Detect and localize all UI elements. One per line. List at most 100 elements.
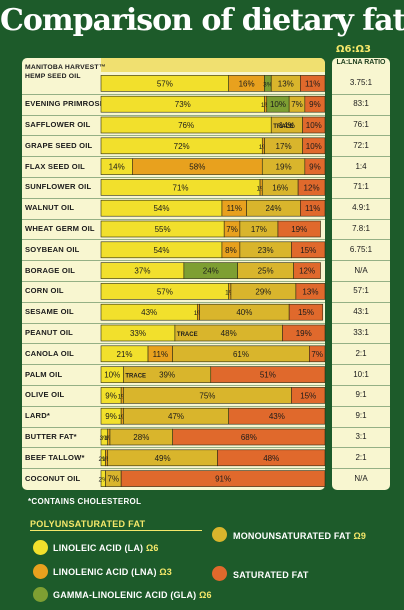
bar-segment-sat <box>172 428 326 446</box>
legend-mono-swatch <box>212 527 227 542</box>
category-label: Olive Oil <box>25 390 65 400</box>
ratio-row-divider <box>332 239 390 241</box>
ratio-value: 72:1 <box>353 140 369 150</box>
bar-segment-sat <box>277 220 321 238</box>
ratio-value: 7.8:1 <box>352 224 370 233</box>
data-label-la: 10% <box>104 371 120 380</box>
data-label-lna: 7% <box>226 225 238 234</box>
data-label-la: 71% <box>173 183 189 192</box>
data-label-mono: 61% <box>233 350 249 359</box>
legend-mono-label: MONOUNSATURATED FAT <box>233 531 351 541</box>
data-label-mono: 17% <box>276 142 292 151</box>
data-label-lna: 1% <box>102 456 112 463</box>
data-label-lna: 1% <box>256 185 266 192</box>
ratio-value: 76:1 <box>353 120 369 129</box>
data-label-sat: 12% <box>299 267 315 276</box>
legend-gla-omega: Ω6 <box>199 590 212 600</box>
ratio-row-divider <box>332 364 390 366</box>
legend-gla-label: GAMMA-LINOLENIC ACID (GLA) <box>53 590 197 600</box>
data-label-mono: 40% <box>236 308 252 317</box>
chart-title: Comparison of dietary fats <box>0 3 404 38</box>
row-divider <box>22 218 325 220</box>
ratio-row-divider <box>332 385 390 386</box>
data-label-mono: 23% <box>258 246 274 255</box>
trace-label: TRACE <box>125 374 146 380</box>
data-label-la: 54% <box>153 246 169 255</box>
ratio-row-divider <box>332 135 390 137</box>
data-label-sat: 9% <box>309 100 321 109</box>
bar-segment-sat <box>302 137 326 155</box>
bar-segment-sat <box>217 449 326 467</box>
ratio-value: 4.9:1 <box>352 203 370 213</box>
bar-segment-sat <box>304 95 326 113</box>
data-label-lna: 1% <box>225 289 235 296</box>
row-divider <box>22 468 325 470</box>
category-label: Walnut Oil <box>25 203 75 213</box>
data-label-la: 76% <box>178 121 194 130</box>
category-label: Grape Seed Oil <box>25 140 93 150</box>
data-label-mono: 49% <box>155 454 171 463</box>
category-label: Corn Oil <box>25 286 64 296</box>
ratio-value: 10:1 <box>353 369 369 379</box>
data-label-la: 21% <box>117 350 133 359</box>
legend-linolenic-omega: Ω3 <box>159 567 172 577</box>
ratio-row-divider <box>332 343 390 345</box>
ratio-value: 6.75:1 <box>349 244 373 254</box>
data-label-sat: 11% <box>305 79 320 88</box>
bar-segment-sat <box>295 283 326 300</box>
ratio-row-divider <box>332 468 390 470</box>
data-label-sat: 9% <box>309 163 321 172</box>
ratio-value: 33:1 <box>353 328 369 337</box>
row-divider <box>22 93 325 95</box>
data-label-lna: 1% <box>104 435 114 442</box>
data-label-la: 57% <box>157 79 173 88</box>
row-divider <box>22 177 325 178</box>
legend-saturated-label: SATURATED FAT <box>233 570 309 580</box>
data-label-sat: 7% <box>311 350 323 359</box>
row-divider <box>22 281 325 282</box>
data-label-mono: 17% <box>251 225 267 234</box>
bar-segment-sat <box>297 179 326 196</box>
data-label-sat: 15% <box>300 246 316 255</box>
data-label-mono: 7% <box>108 475 120 484</box>
data-label-gla: 10% <box>270 100 286 109</box>
row-divider <box>22 260 325 262</box>
row-divider <box>22 426 325 428</box>
data-label-mono: 13% <box>278 79 294 88</box>
data-label-sat: 15% <box>300 391 316 400</box>
row-divider <box>22 447 325 449</box>
legend-divider <box>30 530 202 531</box>
data-label-lna: 11% <box>227 204 242 213</box>
data-label-sat: 15% <box>298 308 314 317</box>
data-label-lna: 1% <box>118 393 128 400</box>
data-label-mono: 25% <box>258 267 274 276</box>
data-label-la: 54% <box>153 204 169 213</box>
legend-linolenic: LINOLENIC ACID (LNA) Ω3 <box>53 567 172 577</box>
data-label-lna: 1% <box>194 310 204 317</box>
ratio-value: 2:1 <box>355 452 367 462</box>
row-divider <box>22 135 325 137</box>
ratio-row-divider <box>332 281 390 282</box>
data-label-la: 55% <box>155 225 171 234</box>
data-label-la: 9% <box>105 391 117 400</box>
data-label-la: 37% <box>134 267 150 276</box>
legend-monounsaturated: MONOUNSATURATED FAT Ω9 <box>233 531 366 541</box>
data-label-lna: 58% <box>189 163 205 172</box>
legend-linolenic-label: LINOLENIC ACID (LNA) <box>53 567 157 577</box>
data-label-la: 72% <box>174 142 190 151</box>
data-label-sat: 10% <box>306 121 322 130</box>
legend-saturated-swatch <box>212 566 227 581</box>
bar-segment-sat <box>304 158 326 175</box>
data-label-mono: 24% <box>265 204 281 213</box>
bar-segment-sat <box>228 407 326 425</box>
data-label-sat: 43% <box>269 412 285 421</box>
category-label: Butter Fat* <box>25 432 77 441</box>
data-label-lna: 8% <box>225 246 237 255</box>
ratio-row-divider <box>332 447 390 449</box>
data-label-sat: 13% <box>302 287 318 296</box>
ratio-value: 43:1 <box>353 307 369 317</box>
ratio-panel <box>332 58 390 490</box>
ratio-value: 9:1 <box>355 390 367 400</box>
